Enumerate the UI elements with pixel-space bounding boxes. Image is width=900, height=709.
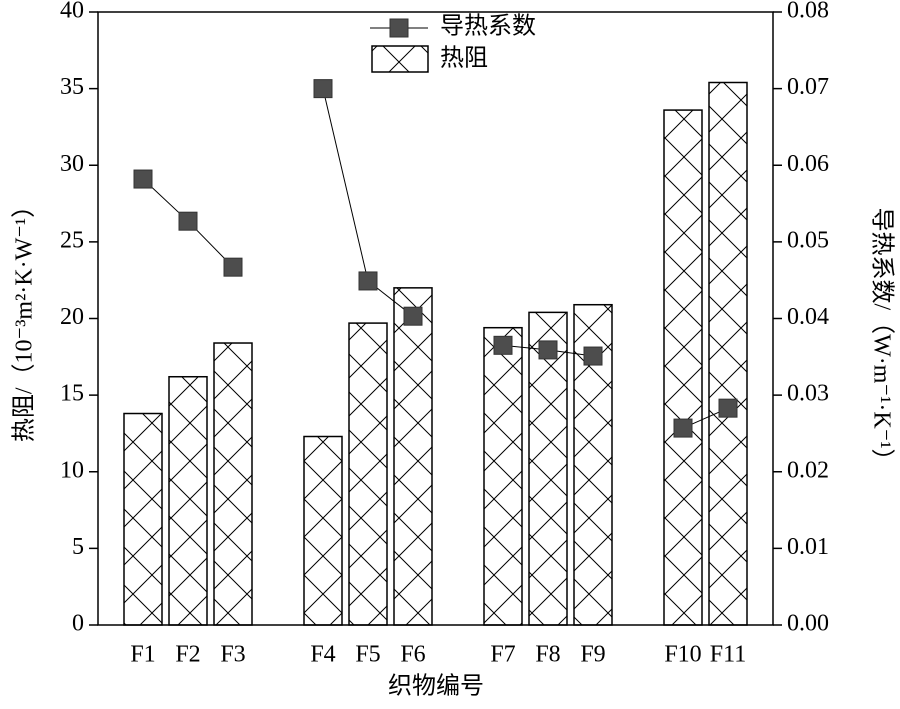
legend-label: 导热系数 (440, 13, 536, 40)
line-marker (718, 398, 738, 418)
bar (393, 287, 433, 626)
legend-label: 热阻 (440, 45, 488, 72)
bar (663, 109, 703, 626)
y-tick-label: 5 (72, 534, 84, 560)
line-marker (673, 418, 693, 438)
line-marker (223, 257, 243, 277)
line-marker (358, 271, 378, 291)
y2-tick-label: 0.00 (787, 611, 829, 637)
y2-tick-label: 0.07 (787, 74, 829, 100)
x-tick-label: F11 (710, 642, 746, 668)
y2-tick-label: 0.06 (787, 151, 829, 177)
x-tick-label: F8 (535, 642, 560, 668)
bar (303, 435, 343, 626)
y2-tick-label: 0.08 (787, 0, 829, 24)
bar (348, 322, 388, 626)
y2-tick-label: 0.03 (787, 381, 829, 407)
y-tick-label: 40 (60, 0, 84, 24)
x-tick-label: F1 (130, 642, 155, 668)
line-marker (493, 335, 513, 355)
y2-tick-label: 0.02 (787, 457, 829, 483)
x-tick-label: F2 (175, 642, 200, 668)
bar (573, 303, 613, 626)
bar (213, 342, 253, 626)
y-tick-label: 15 (60, 381, 84, 407)
legend-swatch (371, 45, 429, 73)
y-tick-label: 25 (60, 227, 84, 253)
bar (483, 326, 523, 626)
y-axis-label: 热阻/（10⁻³m²·K·W⁻¹） (11, 194, 38, 442)
line-marker (133, 169, 153, 189)
y2-tick-label: 0.01 (787, 534, 829, 560)
x-tick-label: F5 (355, 642, 380, 668)
line-marker (583, 346, 603, 366)
y2-tick-label: 0.05 (787, 227, 829, 253)
bar (123, 412, 163, 626)
y-tick-label: 10 (60, 457, 84, 483)
y-tick-label: 35 (60, 74, 84, 100)
y-tick-label: 30 (60, 151, 84, 177)
x-axis-label: 织物编号 (388, 673, 484, 700)
bar (528, 311, 568, 626)
x-tick-label: F6 (400, 642, 425, 668)
y2-axis-label: 导热系数/（W·m⁻¹·K⁻¹） (868, 207, 895, 472)
x-tick-label: F10 (664, 642, 701, 668)
line-marker (538, 340, 558, 360)
line-marker (178, 211, 198, 231)
y-tick-label: 0 (72, 611, 84, 637)
x-tick-label: F3 (220, 642, 245, 668)
legend-marker (389, 18, 409, 38)
line-marker (313, 79, 333, 99)
bar (708, 81, 748, 626)
x-tick-label: F7 (490, 642, 515, 668)
line-marker (403, 306, 423, 326)
y-tick-label: 20 (60, 304, 84, 330)
x-tick-label: F9 (580, 642, 605, 668)
y2-tick-label: 0.04 (787, 304, 829, 330)
bar (168, 375, 208, 626)
x-tick-label: F4 (310, 642, 335, 668)
